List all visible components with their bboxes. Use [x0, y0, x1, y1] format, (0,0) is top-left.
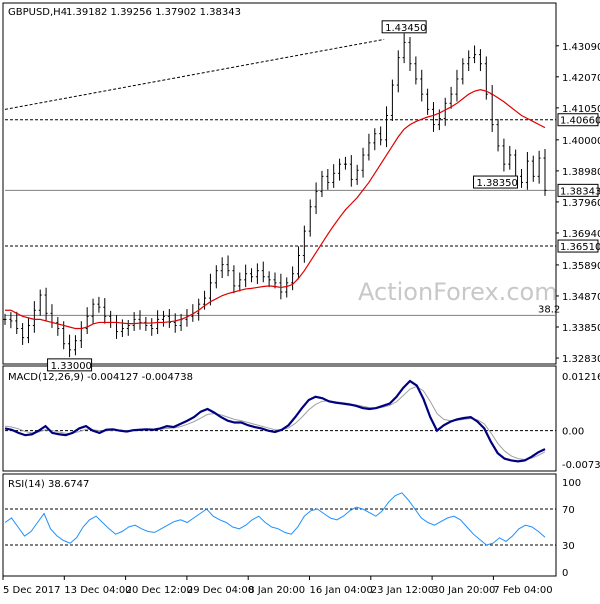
price-tick-label: 1.36940: [562, 229, 600, 240]
current-price-box: [557, 183, 599, 197]
price-tick-label: 1.32830: [562, 354, 600, 365]
level-tag-box: [557, 113, 599, 127]
annotation-box: [47, 358, 93, 372]
price-tick-label: 1.43090: [562, 42, 600, 53]
price-tick-label: 1.34870: [562, 292, 600, 303]
macd-tick-label: 0.00: [562, 427, 584, 438]
price-layer: 38.2 1.43450 1.38350 1.33000: [3, 20, 560, 372]
macd-tick-label: -0.007384: [562, 460, 600, 471]
x-tick-label: 23 Jan 12:00: [371, 585, 434, 596]
symbol-label: GBPUSD,H4: [8, 7, 67, 18]
level-tag-box: [557, 239, 599, 253]
macd-layer: [4, 379, 556, 463]
rsi-tick-label: 100: [562, 478, 581, 489]
x-tick-label: 7 Feb 04:00: [493, 585, 552, 596]
price-tick-label: 1.33850: [562, 323, 600, 334]
x-tick-label: 5 Dec 2017: [3, 585, 61, 596]
macd-label: MACD(12,26,9) -0.004127 -0.004738: [8, 372, 193, 383]
rsi-layer: [4, 492, 556, 546]
rsi-tick-label: 0: [562, 568, 568, 579]
level-tag-label: 1.40660: [560, 116, 600, 127]
annotation-box: [381, 20, 427, 34]
price-tick-label: 1.40000: [562, 136, 600, 147]
rsi-label: RSI(14) 38.6747: [8, 479, 89, 490]
price-tick-label: 1.41050: [562, 104, 600, 115]
long-ma-line: [4, 38, 385, 110]
current-price-label: 1.38343: [560, 186, 600, 197]
rsi-tick-label: 30: [562, 541, 575, 552]
annotation-label: 1.33000: [51, 361, 92, 372]
level-tag-label: 1.36510: [560, 242, 600, 253]
x-tick-label: 13 Dec 04:00: [64, 585, 131, 596]
axis-layer: 1.43090 1.42070 1.41050 1.40000 1.38980 1.379…: [2, 42, 600, 596]
macd-tick-label: 0.012164: [562, 372, 600, 383]
ohlc-label: 1.39182 1.39256 1.37902 1.38343: [66, 7, 241, 18]
rsi-panel: [2, 473, 557, 577]
rsi-tick-label: 70: [562, 505, 575, 516]
x-tick-label: 20 Dec 12:00: [126, 585, 193, 596]
fib-label: 38.2: [538, 304, 560, 315]
annotation-box: [473, 175, 519, 189]
macd-line: [4, 379, 546, 463]
x-tick-label: 29 Dec 04:00: [187, 585, 254, 596]
price-panel: [2, 2, 557, 365]
moving-average-line: [5, 88, 546, 330]
x-tick-label: 30 Jan 20:00: [432, 585, 495, 596]
price-tick-label: 1.38980: [562, 167, 600, 178]
x-tick-label: 8 Jan 20:00: [248, 585, 305, 596]
price-tick-label: 1.35890: [562, 261, 600, 272]
price-tick-label: 1.37960: [562, 198, 600, 209]
rsi-line: [4, 492, 546, 546]
watermark: ActionForex.com: [358, 278, 558, 306]
price-tick-label: 1.42070: [562, 73, 600, 84]
x-tick-label: 16 Jan 04:00: [310, 585, 373, 596]
annotation-label: 1.38350: [477, 178, 518, 189]
annotation-label: 1.43450: [385, 23, 426, 34]
